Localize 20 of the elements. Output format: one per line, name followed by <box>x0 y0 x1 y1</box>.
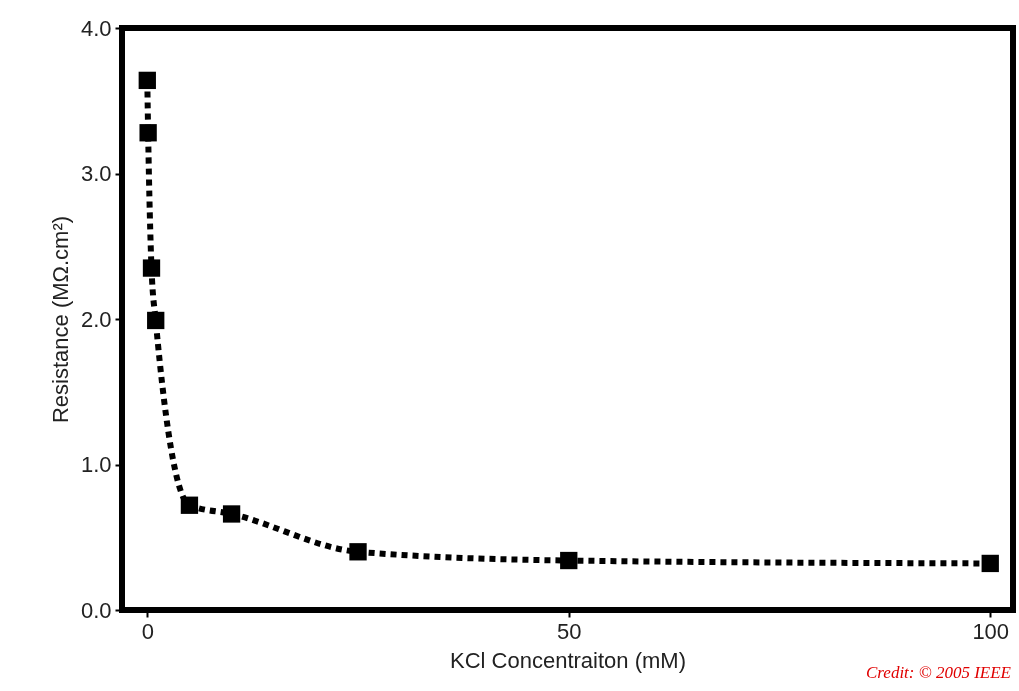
x-tick-label: 50 <box>557 618 582 644</box>
x-tick-label: 0 <box>141 618 154 644</box>
point <box>180 496 199 514</box>
point <box>139 124 157 142</box>
point <box>138 71 156 90</box>
x-tick-label: 100 <box>972 618 1010 644</box>
y-tick-label: 3.0 <box>80 161 112 186</box>
point <box>222 505 241 523</box>
point <box>147 311 165 330</box>
x-axis-title: KCl Concentraiton (mM) <box>450 647 686 673</box>
point <box>142 259 161 277</box>
y-tick-label: 4.0 <box>80 15 112 41</box>
y-tick-label: 0.0 <box>80 597 112 623</box>
y-tick-label: 2.0 <box>80 306 112 332</box>
point <box>349 543 367 561</box>
point <box>981 554 999 573</box>
y-tick-label: 1.0 <box>80 452 112 477</box>
text: Credit: © 2005 IEEE <box>866 663 1011 683</box>
y-axis-title: Resistance (MΩ.cm²) <box>47 215 73 424</box>
point <box>560 551 578 570</box>
